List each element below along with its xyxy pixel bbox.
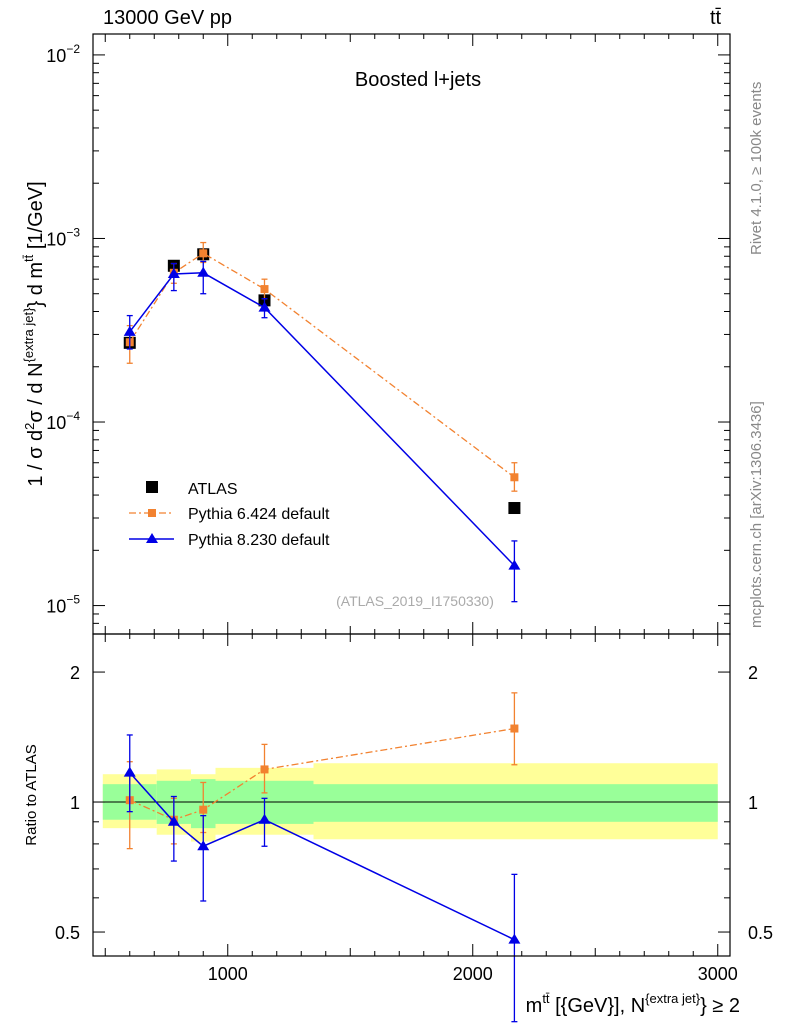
- main-py6-point: [510, 473, 519, 482]
- ratio-py6-point: [199, 805, 208, 814]
- rivet-version-label: Rivet 4.1.0, ≥ 100k events: [748, 81, 765, 255]
- main-atlas-point: [508, 502, 521, 515]
- main-py6-point: [199, 249, 208, 258]
- ratio-panel: 0.5 0.5 1 1 2 2 1000 2000 3000 Ratio to ATLAS m…: [23, 633, 773, 1023]
- legend: ATLAS Pythia 6.424 default Pythia 8.230 …: [129, 481, 330, 549]
- ratio-y-tick-label: 2: [70, 663, 80, 683]
- ratio-y-axis-title: Ratio to ATLAS: [23, 744, 40, 845]
- main-py8-point: [197, 266, 210, 277]
- legend-py8-label: Pythia 8.230 default: [188, 532, 330, 549]
- legend-py8-marker: [146, 533, 158, 543]
- ratio-uncertainty-band-inner: [313, 784, 718, 822]
- main-y-axis-title: 1 / σ d2σ / d N{extra jet}} d mtt̄ [1/Ge…: [21, 181, 47, 486]
- ratio-frame: [92, 633, 731, 957]
- ratio-py8-point: [258, 813, 271, 824]
- x-axis-title: mtt̄ [{GeV}], N{extra jet}} ≥ 2: [526, 991, 740, 1017]
- svg-text:Ratio to ATLAS: Ratio to ATLAS: [23, 744, 40, 845]
- main-y-tick-label: 10−4: [46, 409, 80, 433]
- legend-atlas-marker: [146, 481, 158, 493]
- legend-py6-marker: [148, 509, 156, 517]
- plot-title: Boosted l+jets: [355, 69, 481, 91]
- ratio-y-tick-label: 0.5: [55, 923, 80, 943]
- ratio-py8-point: [197, 840, 210, 851]
- ratio-py8-point: [167, 815, 180, 826]
- main-panel: 10−5 10−4 10−3 10−2 Boosted l+jets (ATLAS_2…: [21, 33, 731, 635]
- energy-label: 13000 GeV pp: [103, 7, 232, 29]
- analysis-watermark: (ATLAS_2019_I1750330): [336, 593, 494, 609]
- x-tick-label: 2000: [453, 964, 493, 984]
- ratio-py8-point: [508, 933, 521, 944]
- ratio-y-tick-label-right: 1: [748, 793, 758, 813]
- legend-py6-label: Pythia 6.424 default: [188, 506, 330, 523]
- main-py8-point: [258, 301, 271, 312]
- x-tick-label: 3000: [698, 964, 738, 984]
- main-py8-point: [508, 559, 521, 570]
- legend-atlas-label: ATLAS: [188, 481, 238, 498]
- ratio-y-tick-label-right: 0.5: [748, 923, 773, 943]
- main-py6-point: [260, 285, 269, 294]
- main-y-tick-label: 10−5: [46, 593, 80, 617]
- svg-text:1 / σ d2σ / d N{extra jet}} d: 1 / σ d2σ / d N{extra jet}} d mtt̄ [1/Ge…: [21, 181, 47, 486]
- main-py8-point: [123, 325, 136, 336]
- main-y-tick-label: 10−2: [46, 42, 80, 66]
- ratio-y-tick-label: 1: [70, 793, 80, 813]
- ratio-py6-point: [510, 724, 519, 733]
- ratio-py6-point: [260, 765, 269, 774]
- ratio-y-tick-label-right: 2: [748, 663, 758, 683]
- ratio-py8-point: [123, 766, 136, 777]
- main-py6-line: [129, 252, 515, 478]
- x-tick-label: 1000: [208, 964, 248, 984]
- mcplots-reference-label: mcplots.cern.ch [arXiv:1306.3436]: [748, 401, 765, 628]
- main-py8-point: [167, 268, 180, 279]
- process-label: tt̄: [710, 7, 722, 29]
- main-y-tick-label: 10−3: [46, 225, 80, 249]
